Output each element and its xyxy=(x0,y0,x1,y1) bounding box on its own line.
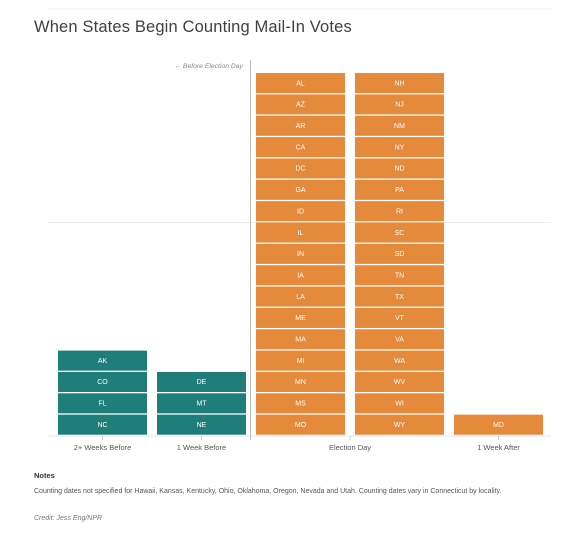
state-label-va: VA xyxy=(395,337,404,344)
state-label-al: AL xyxy=(296,80,305,87)
state-cell-mt xyxy=(157,393,246,414)
state-label-pa: PA xyxy=(395,187,404,194)
state-cell-la xyxy=(256,286,345,307)
state-label-sd: SD xyxy=(395,251,405,258)
state-label-ne: NE xyxy=(197,422,207,429)
credit: Credit: Jess Eng/NPR xyxy=(34,515,103,522)
state-label-md: MD xyxy=(493,422,504,429)
state-cell-fl xyxy=(58,393,147,414)
state-cell-nh xyxy=(355,73,444,94)
state-label-ny: NY xyxy=(395,144,405,151)
state-cell-sd xyxy=(355,243,444,264)
state-label-ak: AK xyxy=(98,358,108,365)
state-cell-al xyxy=(256,73,345,94)
state-label-nh: NH xyxy=(394,80,404,87)
state-label-nj: NJ xyxy=(395,102,404,109)
state-cell-ne xyxy=(157,414,246,435)
state-label-id: ID xyxy=(297,208,304,215)
state-cell-wi xyxy=(355,393,444,414)
x-tick-label-3: Election Day xyxy=(329,443,371,452)
state-label-fl: FL xyxy=(98,401,106,408)
state-cell-sc xyxy=(355,222,444,243)
state-cell-co xyxy=(58,371,147,392)
state-label-dc: DC xyxy=(295,166,305,173)
state-label-mn: MN xyxy=(295,379,306,386)
state-label-az: AZ xyxy=(296,102,306,109)
state-label-me: ME xyxy=(295,315,306,322)
state-cell-wa xyxy=(355,350,444,371)
state-cell-pa xyxy=(355,179,444,200)
state-cell-ak xyxy=(58,350,147,371)
state-label-vt: VT xyxy=(395,315,405,322)
state-label-la: LA xyxy=(296,294,305,301)
state-cell-az xyxy=(256,94,345,115)
state-cell-tn xyxy=(355,265,444,286)
state-label-ar: AR xyxy=(296,123,306,130)
state-cell-vt xyxy=(355,307,444,328)
state-label-ri: RI xyxy=(396,208,403,215)
state-cell-de xyxy=(157,371,246,392)
state-cell-ma xyxy=(256,329,345,350)
state-label-wa: WA xyxy=(394,358,405,365)
state-cell-nj xyxy=(355,94,444,115)
state-label-de: DE xyxy=(197,379,207,386)
state-label-tx: TX xyxy=(395,294,404,301)
state-label-nc: NC xyxy=(97,422,107,429)
state-cell-ga xyxy=(256,179,345,200)
x-tick-label-2: 1 Week Before xyxy=(177,443,226,452)
state-cell-ri xyxy=(355,201,444,222)
state-cell-mo xyxy=(256,414,345,435)
state-label-mo: MO xyxy=(295,422,307,429)
state-label-sc: SC xyxy=(395,230,405,237)
x-tick-label-4: 1 Week After xyxy=(477,443,520,452)
state-cell-dc xyxy=(256,158,345,179)
state-cell-ar xyxy=(256,115,345,136)
state-cell-il xyxy=(256,222,345,243)
notes-heading: Notes xyxy=(34,471,55,480)
state-cell-tx xyxy=(355,286,444,307)
state-label-co: CO xyxy=(97,379,108,386)
state-cell-nm xyxy=(355,115,444,136)
state-cell-va xyxy=(355,329,444,350)
state-label-ma: MA xyxy=(295,337,306,344)
notes-text: Counting dates not specified for Hawaii,… xyxy=(34,488,502,495)
state-cell-mi xyxy=(256,350,345,371)
state-cell-in xyxy=(256,243,345,264)
state-label-wi: WI xyxy=(395,401,404,408)
state-label-wy: WY xyxy=(394,422,406,429)
state-label-nd: ND xyxy=(394,166,404,173)
state-cell-ny xyxy=(355,137,444,158)
state-cell-ms xyxy=(256,393,345,414)
state-cell-ia xyxy=(256,265,345,286)
state-cell-nc xyxy=(58,414,147,435)
state-cell-id xyxy=(256,201,345,222)
state-cell-md xyxy=(454,414,543,435)
state-label-ia: IA xyxy=(297,272,304,279)
state-label-in: IN xyxy=(297,251,304,258)
chart-title: When States Begin Counting Mail-In Votes xyxy=(34,18,352,36)
state-label-nm: NM xyxy=(394,123,405,130)
state-label-ms: MS xyxy=(295,401,306,408)
divider-annotation: ← Before Election Day xyxy=(174,63,243,70)
state-cell-ca xyxy=(256,137,345,158)
state-label-il: IL xyxy=(298,230,304,237)
state-cell-wy xyxy=(355,414,444,435)
x-tick-label-1: 2+ Weeks Before xyxy=(74,443,132,452)
state-cell-wv xyxy=(355,371,444,392)
state-label-wv: WV xyxy=(394,379,406,386)
state-cell-mn xyxy=(256,371,345,392)
state-cell-me xyxy=(256,307,345,328)
state-label-ga: GA xyxy=(295,187,305,194)
state-label-mt: MT xyxy=(196,401,207,408)
state-cell-nd xyxy=(355,158,444,179)
state-label-ca: CA xyxy=(296,144,306,151)
state-label-tn: TN xyxy=(395,272,404,279)
state-label-mi: MI xyxy=(297,358,305,365)
